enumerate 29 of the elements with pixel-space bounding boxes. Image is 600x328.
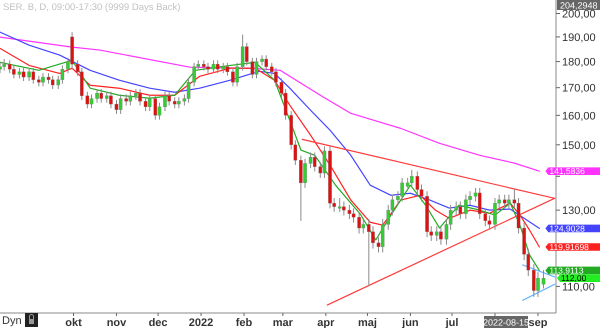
y-tick-label: 190,00 xyxy=(562,32,596,44)
x-tick-label: feb xyxy=(236,317,253,328)
x-tick-label: maj xyxy=(358,317,377,328)
y-tick-label: 170,00 xyxy=(562,82,596,95)
x-tick-label: okt xyxy=(65,317,82,328)
y-tick-label: 200,00 xyxy=(562,8,596,20)
price-tag: 112,00 xyxy=(557,273,600,284)
y-tick-label: 160,00 xyxy=(562,110,596,122)
x-tick-label: mar xyxy=(272,317,294,328)
data-label: 119,91698 xyxy=(549,242,590,252)
y-tick-label: 150,00 xyxy=(562,140,596,152)
x-tick-label: apr xyxy=(317,317,336,328)
text: 204,2948 xyxy=(560,0,598,10)
x-tick-label: dec xyxy=(148,317,168,328)
x-tick-label: jul xyxy=(444,317,458,328)
data-label: 124,9028 xyxy=(549,223,586,234)
text: Dyn xyxy=(2,315,22,327)
y-tick-label: 180,00 xyxy=(562,56,596,69)
x-tick-label: sep xyxy=(528,317,548,328)
chart-title: SER. B, D, 09:00-17:30 (9999 Days Back) xyxy=(3,2,180,13)
x-tick-label: nov xyxy=(106,317,128,328)
text: 2022-08-15 xyxy=(482,318,530,328)
y-tick-label: 130,00 xyxy=(562,205,596,218)
data-label: 113,9113 xyxy=(549,265,584,276)
data-label: 141,5836 xyxy=(549,166,586,176)
x-tick-label: jun xyxy=(401,317,419,328)
x-tick-label: 2022 xyxy=(188,317,214,328)
annotation: 112,00 xyxy=(561,273,587,284)
y-tick-label: 110,00 xyxy=(562,281,595,294)
